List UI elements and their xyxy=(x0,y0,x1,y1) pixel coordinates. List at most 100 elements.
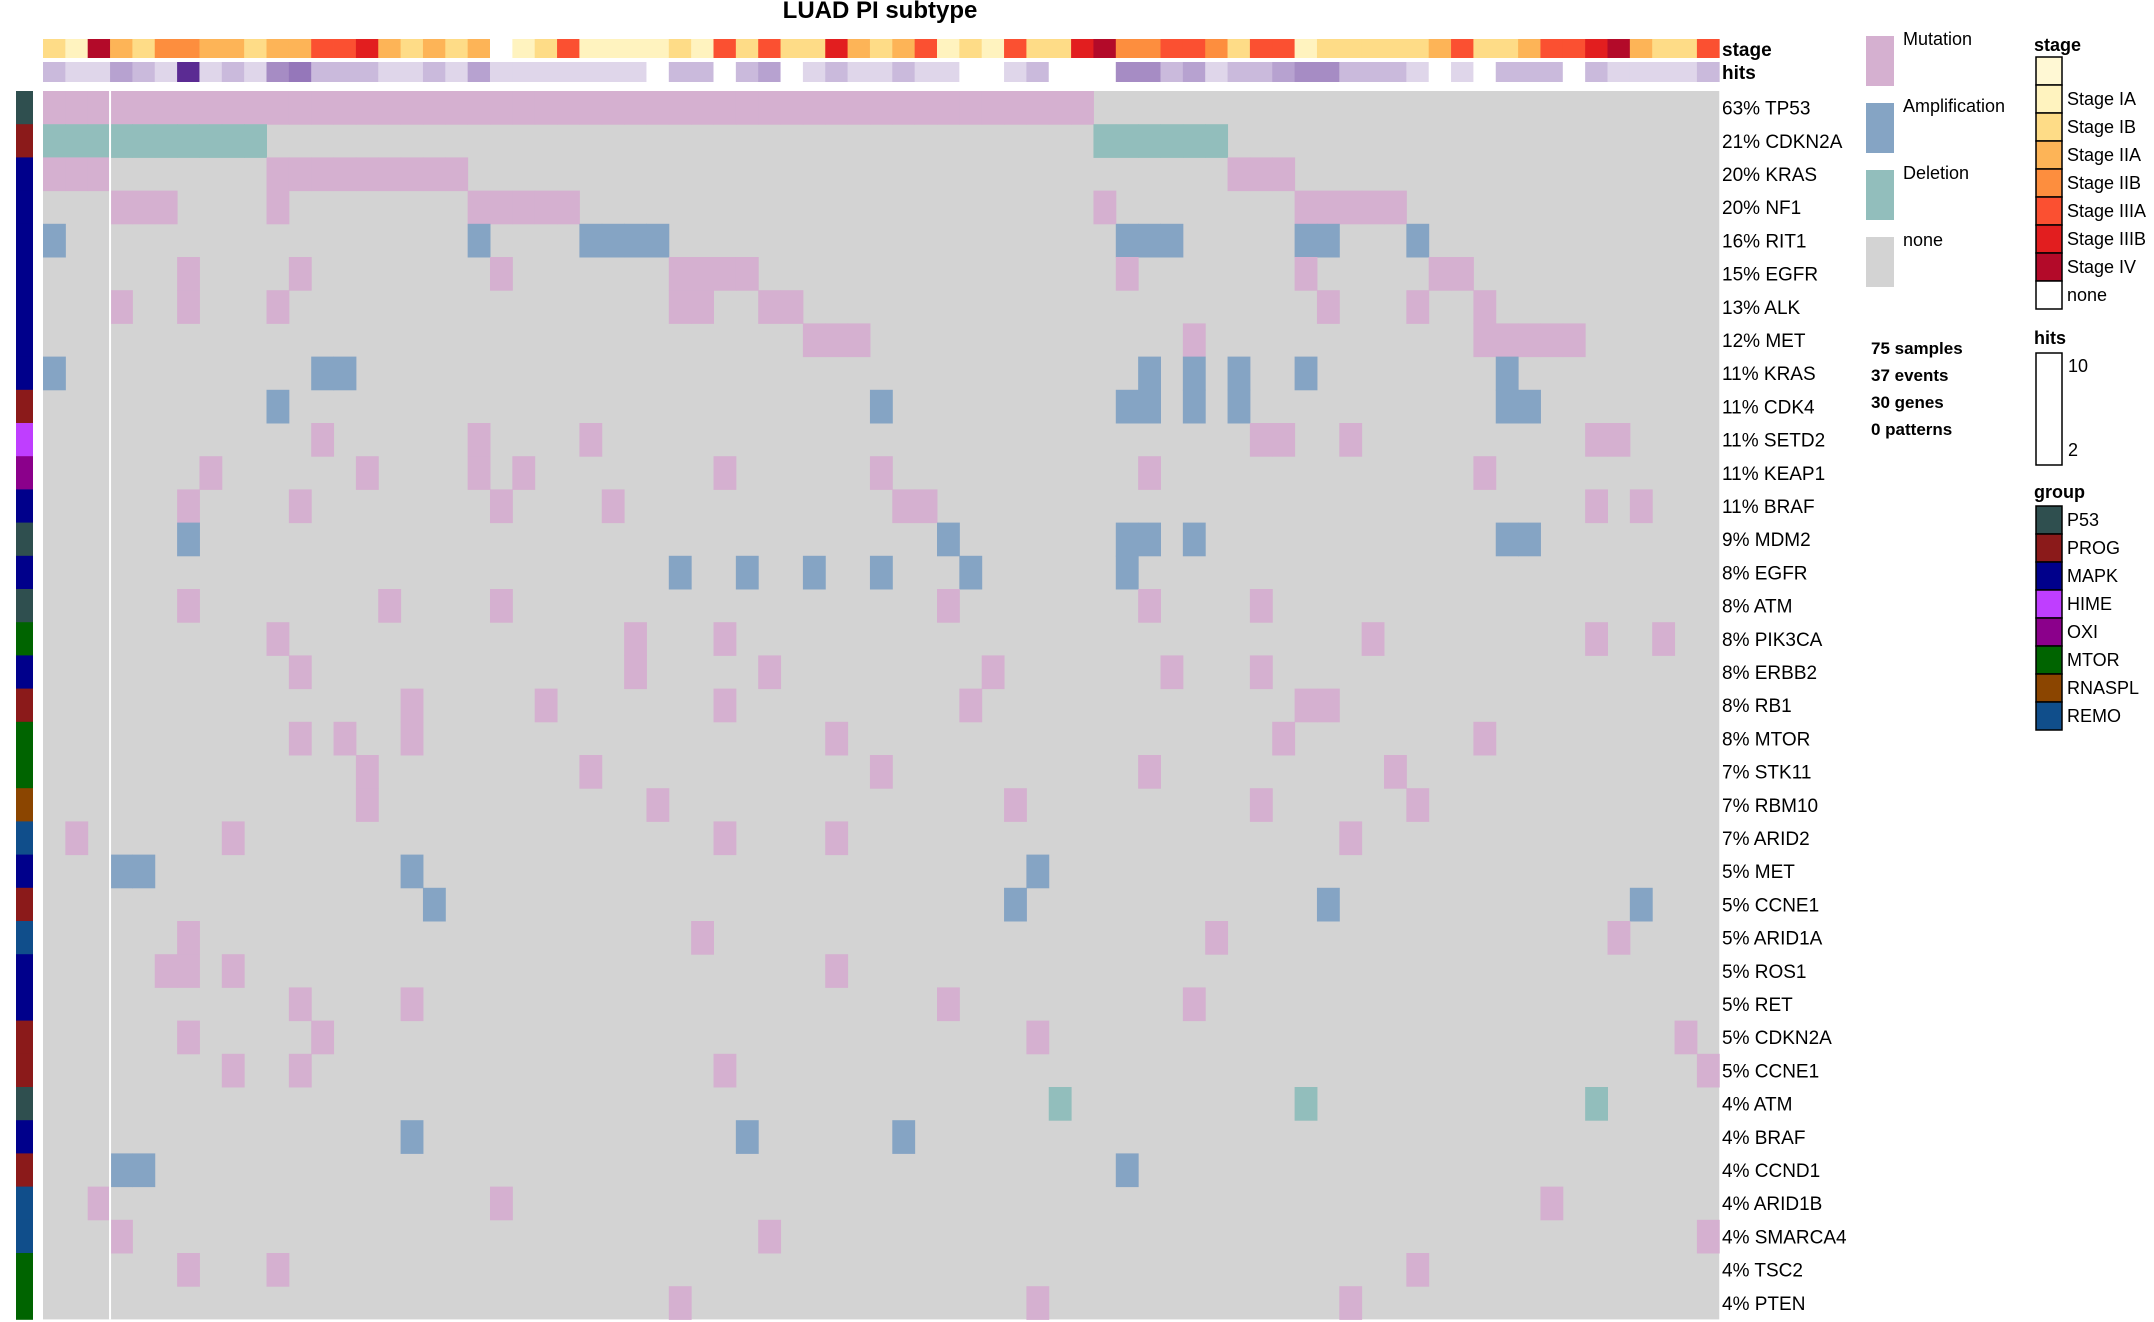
hits-cell xyxy=(1048,62,1072,82)
alteration-cell xyxy=(937,522,960,557)
alteration-cell xyxy=(758,655,782,690)
group-cell xyxy=(16,921,33,955)
hits-cell xyxy=(1696,62,1720,82)
alteration-cell xyxy=(221,821,245,856)
alteration-cell xyxy=(400,91,424,125)
alteration-cell xyxy=(1249,655,1273,690)
row-pct: 4% xyxy=(1722,1128,1750,1149)
stage-cell xyxy=(199,39,223,58)
alteration-cell xyxy=(1093,190,1117,225)
row-label: 4% BRAF xyxy=(1722,1128,1805,1149)
alteration-cell xyxy=(43,91,66,125)
stage-legend-label: Stage IA xyxy=(2067,89,2136,109)
stage-cell xyxy=(1272,39,1295,58)
row-pct: 8% xyxy=(1722,663,1750,684)
stage-cell xyxy=(1473,39,1497,58)
alteration-legend-label: Deletion xyxy=(1903,163,1969,183)
alteration-cell xyxy=(1294,688,1318,723)
alteration-cell xyxy=(1160,655,1184,690)
stage-cell xyxy=(713,39,737,58)
row-gene: ATM xyxy=(1754,1095,1793,1116)
alteration-cell xyxy=(557,190,580,225)
alteration-cell xyxy=(221,1053,245,1088)
alteration-cell xyxy=(512,456,536,490)
alteration-cell xyxy=(154,91,178,125)
row-label: 5% CDKN2A xyxy=(1722,1028,1832,1049)
hits-cell xyxy=(154,62,178,82)
alteration-cell xyxy=(221,91,245,125)
alteration-cell xyxy=(266,389,290,424)
alteration-cell xyxy=(579,755,603,789)
row-gene: MDM2 xyxy=(1755,530,1811,551)
alteration-cell xyxy=(311,423,335,457)
alteration-cell xyxy=(288,257,312,291)
stage-legend-swatch xyxy=(2035,84,2063,114)
stage-cell xyxy=(1316,39,1340,58)
hits-cell xyxy=(333,62,357,82)
hits-cell xyxy=(43,62,66,82)
alteration-cell xyxy=(1004,91,1027,125)
stage-cell xyxy=(1048,39,1072,58)
group-cell xyxy=(16,622,33,656)
group-legend-swatch xyxy=(2035,673,2063,703)
hits-cell xyxy=(1361,62,1385,82)
alteration-cell xyxy=(132,854,156,889)
group-cell xyxy=(16,755,33,789)
row-label: 8% ERBB2 xyxy=(1722,663,1817,684)
stage-cell xyxy=(1182,39,1206,58)
row-pct: 7% xyxy=(1722,796,1750,817)
row-pct: 5% xyxy=(1722,995,1750,1016)
alteration-cell xyxy=(110,124,133,158)
alteration-cell xyxy=(467,423,491,457)
stage-cell xyxy=(1518,39,1541,58)
alteration-cell xyxy=(266,290,290,324)
alteration-cell xyxy=(467,223,491,258)
row-gene: RIT1 xyxy=(1765,231,1806,252)
alteration-cell xyxy=(490,1186,513,1221)
hits-cell xyxy=(1428,62,1452,82)
alteration-cell xyxy=(467,91,491,125)
alteration-cell xyxy=(400,721,424,756)
alteration-cell xyxy=(1115,555,1139,590)
row-pct: 8% xyxy=(1722,729,1750,750)
alteration-cell xyxy=(1361,190,1385,225)
stage-cell xyxy=(311,39,334,58)
row-label: 7% ARID2 xyxy=(1722,829,1810,850)
alteration-cell xyxy=(869,555,893,590)
row-pct: 20% xyxy=(1722,198,1760,219)
alteration-cell xyxy=(400,854,424,889)
alteration-legend-swatch xyxy=(1866,36,1894,86)
alteration-cell xyxy=(534,91,558,125)
alteration-cell xyxy=(1518,323,1541,358)
row-gene: ARID2 xyxy=(1754,829,1810,850)
alteration-cell xyxy=(601,223,625,258)
alteration-cell xyxy=(199,124,223,158)
group-legend-swatch xyxy=(2035,533,2063,563)
stage-cell xyxy=(1428,39,1452,58)
alteration-cell xyxy=(646,788,670,822)
alteration-cell xyxy=(1696,1219,1720,1254)
stage-cell xyxy=(1205,39,1228,58)
alteration-cell xyxy=(355,755,379,789)
alteration-cell xyxy=(65,157,89,192)
alteration-cell xyxy=(355,91,379,125)
alteration-cell xyxy=(154,954,178,988)
group-legend-label: MTOR xyxy=(2067,650,2120,670)
stage-cell xyxy=(400,39,424,58)
row-label: 8% EGFR xyxy=(1722,563,1808,584)
group-cell xyxy=(16,1253,33,1287)
stage-legend-label: Stage IIB xyxy=(2067,173,2141,193)
alteration-cell xyxy=(177,954,200,988)
stage-cell xyxy=(512,39,536,58)
stage-cell xyxy=(266,39,290,58)
stage-cell xyxy=(557,39,580,58)
row-label: 11% BRAF xyxy=(1722,497,1815,518)
alteration-cell xyxy=(937,987,960,1022)
row-gene: STK11 xyxy=(1755,763,1812,784)
group-cell xyxy=(16,1020,33,1055)
alteration-cell xyxy=(1406,290,1430,324)
group-cell xyxy=(16,589,33,623)
stage-cell xyxy=(802,39,826,58)
hits-cell xyxy=(1182,62,1206,82)
alteration-cell xyxy=(132,91,156,125)
